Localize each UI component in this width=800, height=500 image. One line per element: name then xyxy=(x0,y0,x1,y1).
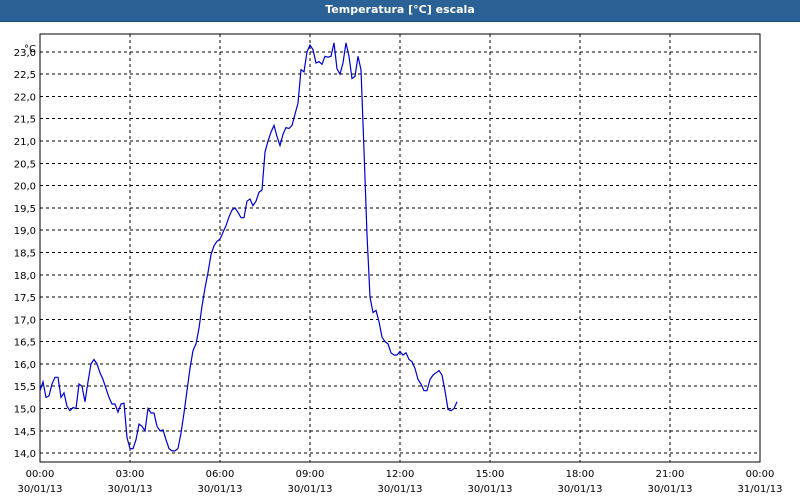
x-tick-date-label: 30/01/13 xyxy=(378,484,423,495)
y-tick-label: 18,0 xyxy=(14,271,36,282)
y-tick-label: 23,0 xyxy=(14,48,36,59)
window-title: Temperatura [°C] escala xyxy=(325,3,475,16)
x-tick-date-label: 31/01/13 xyxy=(738,484,783,495)
y-tick-label: 17,0 xyxy=(14,315,36,326)
temperature-series-line xyxy=(39,42,458,452)
y-tick-label: 16,5 xyxy=(14,338,36,349)
x-tick-date-label: 30/01/13 xyxy=(288,484,333,495)
x-tick-date-label: 30/01/13 xyxy=(18,484,63,495)
x-tick-time-label: 00:00 xyxy=(746,469,775,480)
y-tick-label: 19,0 xyxy=(14,226,36,237)
y-tick-label: 14,5 xyxy=(14,427,36,438)
chart-axes xyxy=(39,33,761,463)
y-tick-label: 15,5 xyxy=(14,382,36,393)
y-tick-label: 22,0 xyxy=(14,92,36,103)
y-tick-label: 18,5 xyxy=(14,248,36,259)
y-tick-label: 20,5 xyxy=(14,159,36,170)
y-tick-label: 17,5 xyxy=(14,293,36,304)
y-axis-ticks: 14,0 14,5 15,0 15,5 16,0 16,5 17,0 17,5 18,0 18,5… xyxy=(14,48,36,460)
x-tick-time-label: 21:00 xyxy=(656,469,685,480)
x-tick-date-label: 30/01/13 xyxy=(108,484,153,495)
title-bar: Temperatura [°C] escala xyxy=(0,0,800,22)
y-tick-label: 22,5 xyxy=(14,70,36,81)
temperature-line-chart: 14,0 14,5 15,0 15,5 16,0 16,5 17,0 17,5 18,0 18,5… xyxy=(14,33,783,495)
x-tick-date-label: 30/01/13 xyxy=(648,484,693,495)
x-tick-time-label: 03:00 xyxy=(116,469,145,480)
y-axis-unit-label: °C xyxy=(24,44,36,55)
y-tick-label: 21,5 xyxy=(14,115,36,126)
chart-series xyxy=(39,42,458,452)
x-tick-time-label: 06:00 xyxy=(206,469,235,480)
x-tick-time-label: 15:00 xyxy=(476,469,505,480)
y-tick-label: 21,0 xyxy=(14,137,36,148)
x-tick-time-label: 09:00 xyxy=(296,469,325,480)
y-tick-label: 16,0 xyxy=(14,360,36,371)
y-tick-label: 15,0 xyxy=(14,405,36,416)
y-tick-label: 14,0 xyxy=(14,449,36,460)
x-tick-date-label: 30/01/13 xyxy=(198,484,243,495)
chart-grid xyxy=(40,34,760,462)
x-tick-date-label: 30/01/13 xyxy=(468,484,513,495)
x-tick-time-label: 18:00 xyxy=(566,469,595,480)
y-tick-label: 19,5 xyxy=(14,204,36,215)
y-tick-label: 20,0 xyxy=(14,182,36,193)
plot-frame xyxy=(39,33,761,463)
x-axis-ticks: 00:00 30/01/13 03:00 30/01/13 06:00 30/01/13 0… xyxy=(18,469,783,495)
x-tick-time-label: 12:00 xyxy=(386,469,415,480)
x-tick-time-label: 00:00 xyxy=(26,469,55,480)
x-tick-date-label: 30/01/13 xyxy=(558,484,603,495)
